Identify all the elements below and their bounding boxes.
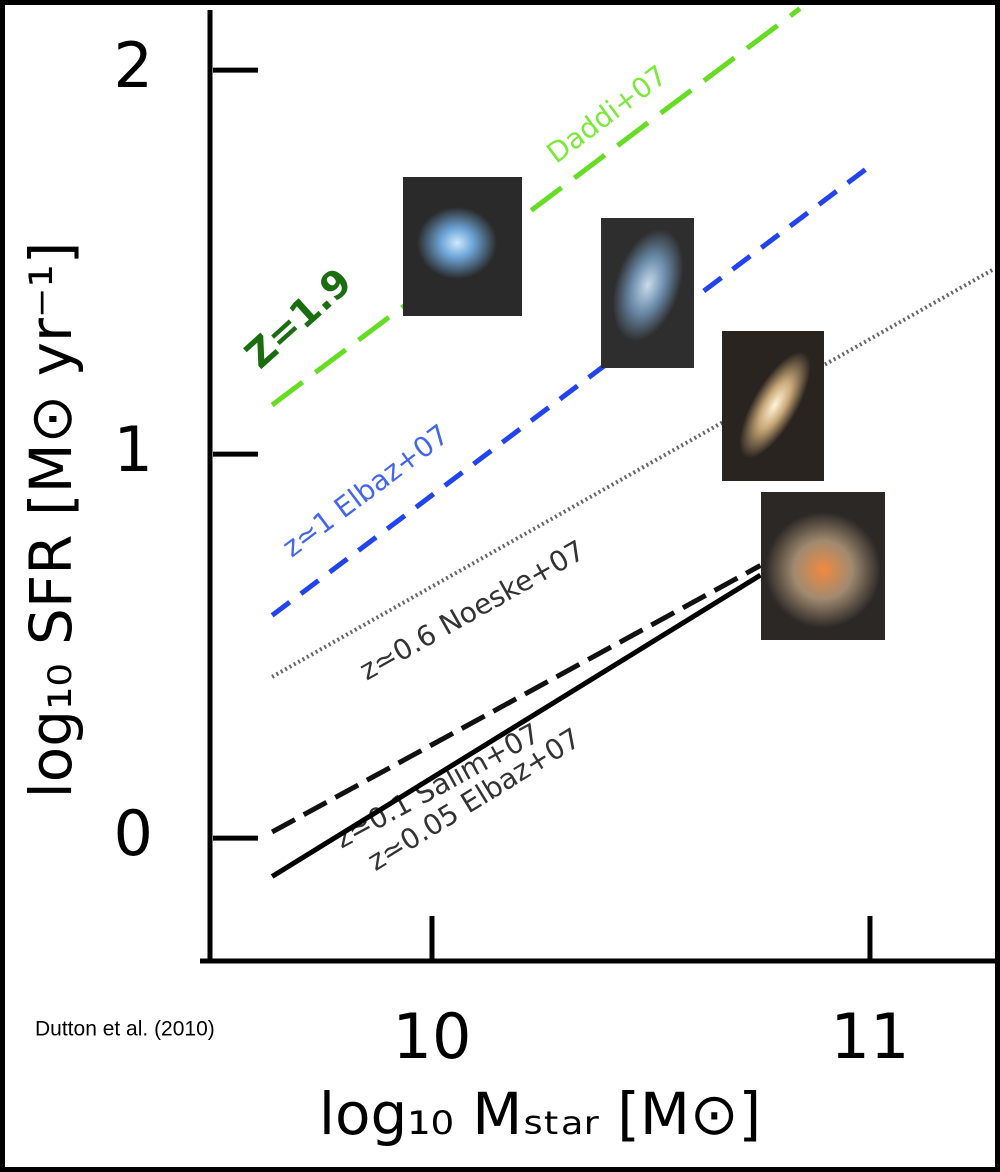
page: 0121011Daddi+07z≃1 Elbaz+07z≃0.6 Noeske+… <box>0 0 1000 1172</box>
y-axis-label: log₁₀ SFR [M⊙ yr⁻¹] <box>17 242 85 799</box>
y-tick-label: 0 <box>114 797 153 870</box>
y-tick-label: 1 <box>114 413 153 486</box>
chart: 0121011Daddi+07z≃1 Elbaz+07z≃0.6 Noeske+… <box>0 0 1000 1172</box>
x-tick-label: 11 <box>831 1000 910 1073</box>
x-axis-label: log₁₀ Mₛₜₐᵣ [M⊙] <box>319 1080 761 1148</box>
y-tick-label: 2 <box>114 29 153 102</box>
annotation: Dutton et al. (2010) <box>35 1018 215 1041</box>
x-tick-label: 10 <box>393 1000 472 1073</box>
